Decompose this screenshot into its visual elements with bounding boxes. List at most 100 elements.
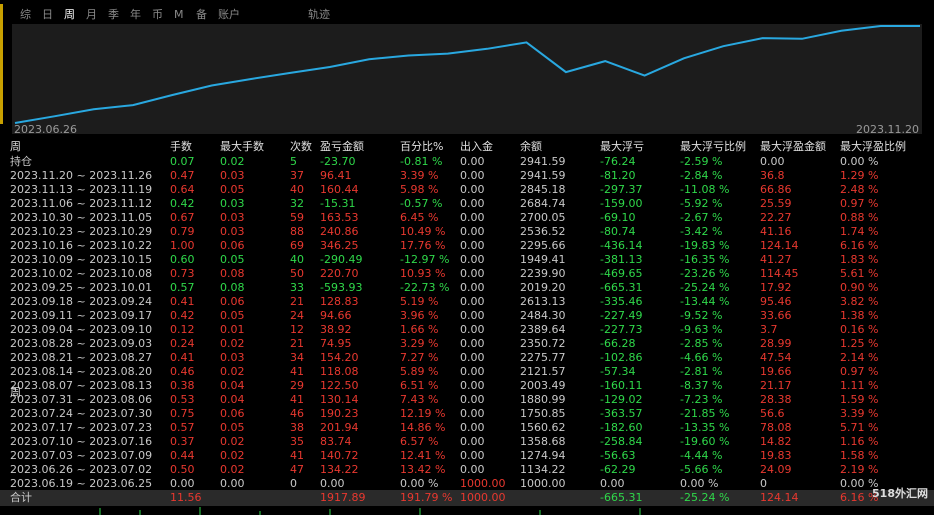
cell: -297.37: [600, 183, 642, 196]
cell: 0.44: [170, 449, 195, 462]
row-label: 2023.11.13 ~ 2023.11.19: [10, 183, 152, 196]
tab[interactable]: M: [174, 8, 184, 21]
cell: 240.86: [320, 225, 359, 238]
cell: 38.92: [320, 323, 352, 336]
row-label: 2023.07.24 ~ 2023.07.30: [10, 407, 152, 420]
cell: 0.00: [170, 477, 195, 490]
cell: -62.29: [600, 463, 635, 476]
cell: 3.39 %: [400, 169, 438, 182]
x-end-label: 2023.11.20: [856, 123, 919, 136]
tab[interactable]: 年: [130, 7, 141, 21]
cell: -665.31: [600, 281, 642, 294]
cell: 0.05: [220, 421, 245, 434]
cell: 33: [290, 281, 304, 294]
row-label: 2023.07.10 ~ 2023.07.16: [10, 435, 152, 448]
cell: -129.02: [600, 393, 642, 406]
cell: 19.83: [760, 449, 792, 462]
cell: 0.04: [220, 393, 245, 406]
cell: 1750.85: [520, 407, 566, 420]
cell: 190.23: [320, 407, 359, 420]
cell: 0.00: [460, 323, 485, 336]
row-label: 2023.06.26 ~ 2023.07.02: [10, 463, 152, 476]
cell: 0.02: [220, 449, 245, 462]
row-label: 2023.08.14 ~ 2023.08.20: [10, 365, 152, 378]
cell: 0.03: [220, 197, 245, 210]
cell: 19.66: [760, 365, 792, 378]
cell: 94.66: [320, 309, 352, 322]
cell: 1.00: [170, 239, 195, 252]
tab[interactable]: 季: [108, 8, 119, 21]
cell: 38: [290, 421, 304, 434]
cell: 0.67: [170, 211, 195, 224]
overlay-label: 周: [10, 386, 21, 399]
tab[interactable]: 周: [64, 8, 75, 21]
row-label: 2023.08.28 ~ 2023.09.03: [10, 337, 152, 350]
tab[interactable]: 账户: [218, 7, 240, 21]
cell: -81.20: [600, 169, 635, 182]
row-label: 2023.07.03 ~ 2023.07.09: [10, 449, 152, 462]
column-header: 百分比%: [400, 140, 443, 153]
row-label: 2023.08.07 ~ 2023.08.13: [10, 379, 152, 392]
cell: 0.00: [220, 477, 245, 490]
cell: 1.59 %: [840, 393, 878, 406]
cell: -381.13: [600, 253, 642, 266]
total-cell: 191.79 %: [400, 491, 452, 504]
cell: 0.00 %: [680, 477, 718, 490]
cell: -25.24 %: [680, 281, 729, 294]
cell: 0.02: [220, 155, 245, 168]
cell: 0.00: [460, 183, 485, 196]
cell: 0.00: [460, 309, 485, 322]
row-label: 2023.11.06 ~ 2023.11.12: [10, 197, 152, 210]
cell: 0.00: [460, 337, 485, 350]
cell: -102.86: [600, 351, 642, 364]
cell: 0.00: [460, 239, 485, 252]
cell: -76.24: [600, 155, 635, 168]
cell: 35: [290, 435, 304, 448]
cell: 41: [290, 393, 304, 406]
cell: 1560.62: [520, 421, 566, 434]
cell: 2003.49: [520, 379, 566, 392]
cell: -227.73: [600, 323, 642, 336]
cell: 0.60: [170, 253, 195, 266]
watermark: 518外汇网: [872, 486, 928, 500]
tab[interactable]: 月: [86, 8, 97, 21]
cell: -2.67 %: [680, 211, 722, 224]
cell: 1000.00: [520, 477, 566, 490]
cell: -13.44 %: [680, 295, 729, 308]
cell: 3.82 %: [840, 295, 878, 308]
cell: 37: [290, 169, 304, 182]
total-cell: 11.56: [170, 491, 202, 504]
cell: 130.14: [320, 393, 359, 406]
tab[interactable]: 综: [20, 7, 31, 21]
track-tab[interactable]: 轨迹: [308, 7, 330, 21]
cell: 0.00: [460, 365, 485, 378]
cell: 0.37: [170, 435, 195, 448]
cell: 2.48 %: [840, 183, 878, 196]
cell: 24.09: [760, 463, 792, 476]
cell: 66.86: [760, 183, 792, 196]
tab[interactable]: 备: [196, 7, 207, 21]
cell: 6.45 %: [400, 211, 438, 224]
cell: -15.31: [320, 197, 355, 210]
cell: 3.7: [760, 323, 778, 336]
cell: 0.00: [460, 253, 485, 266]
cell: -2.85 %: [680, 337, 722, 350]
tab[interactable]: 日: [42, 8, 53, 21]
tab[interactable]: 币: [152, 8, 163, 21]
cell: 41.16: [760, 225, 792, 238]
cell: -182.60: [600, 421, 642, 434]
cell: 28.38: [760, 393, 792, 406]
cell: -4.44 %: [680, 449, 722, 462]
cell: -22.73 %: [400, 281, 449, 294]
cell: 5.61 %: [840, 267, 878, 280]
cell: 0.42: [170, 309, 195, 322]
row-label: 2023.09.04 ~ 2023.09.10: [10, 323, 152, 336]
column-header: 次数: [290, 139, 312, 153]
column-header: 最大浮亏比例: [680, 139, 746, 153]
cell: -80.74: [600, 225, 635, 238]
cell: 0.79: [170, 225, 195, 238]
cell: 33.66: [760, 309, 792, 322]
cell: -19.83 %: [680, 239, 729, 252]
cell: 0.05: [220, 309, 245, 322]
total-cell: -25.24 %: [680, 491, 729, 504]
